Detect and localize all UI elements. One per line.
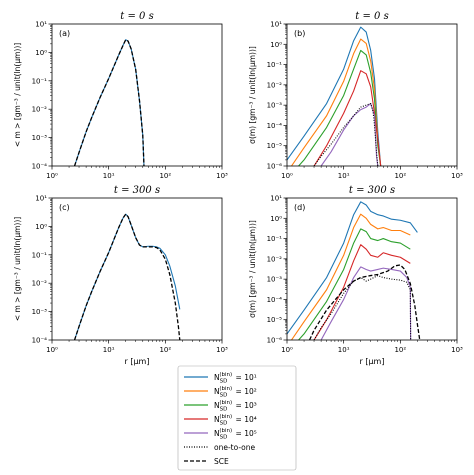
x-axis-label: r [μm] [360, 357, 385, 366]
axes-frame [286, 197, 458, 341]
panel-title: t = 0 s [120, 11, 153, 22]
y-tick-label: 10⁻¹ [32, 251, 48, 259]
series-line-bin100000 [320, 266, 412, 340]
x-tick-label: 10³ [451, 346, 463, 354]
y-tick-label: 10¹ [270, 21, 282, 29]
y-tick-label: 10⁻⁴ [267, 296, 283, 304]
legend-frame [177, 365, 297, 471]
y-tick-label: 10⁻³ [267, 102, 283, 110]
y-tick-label: 10⁻⁴ [32, 163, 48, 171]
y-tick-label: 10⁻³ [32, 134, 48, 142]
panel-title: t = 0 s [355, 11, 388, 22]
panel-c: 10⁰ 10¹ 10² 10³ 10⁻⁴ 10⁻³ 10⁻² 10⁻¹ 10⁰ 10¹ t = 30… [13, 185, 228, 366]
series-line-bin10000 [313, 70, 382, 166]
y-axis-label: σ(m) [gm⁻³ / unit(ln(μm))] [248, 220, 257, 318]
axes-frame [51, 197, 223, 341]
series-line-sce [73, 39, 145, 166]
legend-label: SCE [214, 457, 229, 466]
legend-label: one-to-one [214, 443, 256, 452]
x-tick-label: 10¹ [338, 172, 350, 180]
y-tick-label: 10⁻² [267, 255, 283, 263]
series-line-bin1000 [298, 228, 411, 340]
y-tick-label: 10⁻¹ [267, 235, 283, 243]
y-tick-label: 10⁻³ [267, 276, 283, 284]
legend-label: NSD(bin) = 10¹ [214, 372, 257, 385]
series-line-bin10 [287, 26, 382, 166]
x-tick-label: 10³ [216, 346, 228, 354]
y-tick-label: 10⁰ [35, 223, 47, 231]
legend-entry-oto: one-to-one [184, 443, 256, 452]
legend-entry-bin10: NSD(bin) = 10¹ [184, 372, 257, 385]
legend-entry-bin100: NSD(bin) = 10² [184, 386, 257, 399]
panel-title: t = 300 s [349, 185, 395, 196]
legend-entry-bin10000: NSD(bin) = 10⁴ [184, 414, 257, 427]
y-tick-label: 10¹ [270, 195, 282, 203]
y-tick-label: 10⁰ [35, 49, 47, 57]
y-axis-label: < m > [gm⁻³ / unit(ln(μm))] [13, 217, 22, 321]
y-tick-label: 10⁻⁴ [32, 337, 48, 345]
x-tick-label: 10³ [451, 172, 463, 180]
y-tick-label: 10⁻¹ [267, 61, 283, 69]
panel-label: (c) [59, 203, 70, 212]
panel-label: (d) [294, 203, 305, 212]
y-tick-label: 10⁻¹ [32, 77, 48, 85]
x-tick-label: 10⁰ [46, 172, 58, 180]
legend-entry-bin100000: NSD(bin) = 10⁵ [184, 428, 257, 441]
y-axis-label: < m > [gm⁻³ / unit(ln(μm))] [13, 43, 22, 147]
y-tick-label: 10⁻² [267, 81, 283, 89]
x-tick-label: 10⁰ [281, 172, 293, 180]
panel-d: 10⁰ 10¹ 10² 10³ 10⁻⁶ 10⁻⁵ 10⁻⁴ 10⁻³ 10⁻² 10⁻¹ 10⁰ 1… [248, 185, 463, 366]
series-line-oto [313, 275, 412, 340]
panel-label: (b) [294, 29, 305, 38]
panel-b: 10⁰ 10¹ 10² 10³ 10⁻⁶ 10⁻⁵ 10⁻⁴ 10⁻³ 10⁻² 10⁻¹ 10⁰ 1… [248, 11, 463, 180]
y-axis-label: σ(m) [gm⁻³ / unit(ln(μm))] [248, 46, 257, 144]
x-tick-label: 10² [159, 172, 171, 180]
legend-entry-sce: SCE [184, 457, 229, 466]
y-tick-label: 10⁻⁵ [267, 316, 283, 324]
axes-frame [286, 23, 458, 167]
series-line-sce [308, 264, 421, 340]
series-line-bin100000 [320, 102, 379, 166]
series-line-bin100 [291, 213, 411, 340]
series-line-bin100 [291, 38, 382, 166]
y-tick-label: 10⁻⁶ [267, 163, 283, 171]
x-tick-label: 10² [394, 346, 406, 354]
legend-label: NSD(bin) = 10³ [214, 400, 257, 413]
y-tick-label: 10⁰ [270, 215, 282, 223]
y-tick-label: 10⁻² [32, 280, 48, 288]
y-tick-label: 10⁰ [270, 41, 282, 49]
y-tick-label: 10⁻⁵ [267, 142, 283, 150]
series-line-bin1000 [298, 49, 382, 166]
legend-label: NSD(bin) = 10⁴ [214, 414, 257, 427]
legend-entry-bin1000: NSD(bin) = 10³ [184, 400, 257, 413]
series-line-bin10 [287, 201, 418, 335]
panel-title: t = 300 s [114, 185, 160, 196]
panel-a: 10⁰ 10¹ 10² 10³ 10⁻⁴ 10⁻³ 10⁻² 10⁻¹ 10⁰ 10¹ t = 0 … [13, 11, 228, 180]
x-tick-label: 10⁰ [281, 346, 293, 354]
y-tick-label: 10⁻³ [32, 308, 48, 316]
x-tick-label: 10¹ [103, 172, 115, 180]
y-tick-label: 10⁻⁶ [267, 337, 283, 345]
x-tick-label: 10² [394, 172, 406, 180]
x-axis-label: r [μm] [125, 357, 150, 366]
y-tick-label: 10⁻⁴ [267, 122, 283, 130]
series-line-bin10 [74, 213, 181, 340]
series-line-oto [313, 102, 379, 166]
x-tick-label: 10¹ [103, 346, 115, 354]
x-tick-label: 10³ [216, 172, 228, 180]
legend-label: NSD(bin) = 10⁵ [214, 428, 257, 441]
y-tick-label: 10¹ [35, 21, 47, 29]
y-tick-label: 10⁻² [32, 106, 48, 114]
y-tick-label: 10¹ [35, 195, 47, 203]
x-tick-label: 10⁰ [46, 346, 58, 354]
x-tick-label: 10² [159, 346, 171, 354]
panel-label: (a) [59, 29, 70, 38]
series-line-sce [73, 213, 181, 340]
x-tick-label: 10¹ [338, 346, 350, 354]
axes-frame [51, 23, 223, 167]
legend-label: NSD(bin) = 10² [214, 386, 257, 399]
